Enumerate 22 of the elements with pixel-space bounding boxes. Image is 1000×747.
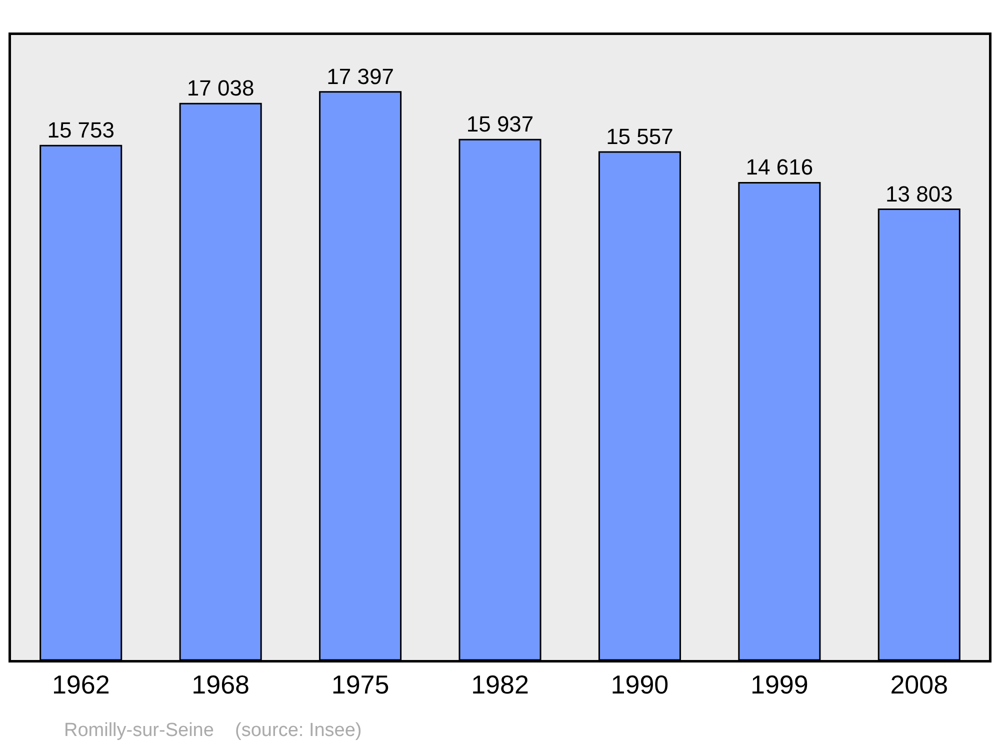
data-label: 17 038: [186, 76, 254, 101]
bar: [458, 138, 542, 660]
data-label: 15 937: [466, 112, 534, 137]
bar: [179, 102, 262, 660]
data-label: 15 753: [47, 118, 115, 143]
x-tick-label: 2008: [890, 670, 948, 700]
x-tick-label: 1975: [331, 670, 390, 700]
bar: [598, 151, 681, 660]
x-tick-label: 1962: [52, 670, 110, 700]
x-tick-label: 1982: [471, 670, 529, 700]
text: Romilly-sur-Seine (source: Insee): [64, 720, 362, 741]
bar: [878, 208, 960, 660]
x-tick-label: 1990: [610, 670, 669, 700]
bar: [738, 182, 821, 660]
data-label: 15 557: [606, 124, 674, 149]
data-label: 14 616: [746, 154, 814, 180]
bar: [319, 91, 402, 660]
data-label: 17 397: [326, 64, 394, 89]
data-label: 13 803: [885, 181, 953, 206]
x-tick-label: 1999: [750, 670, 808, 700]
x-tick-label: 1968: [192, 670, 250, 700]
bar: [40, 144, 122, 660]
